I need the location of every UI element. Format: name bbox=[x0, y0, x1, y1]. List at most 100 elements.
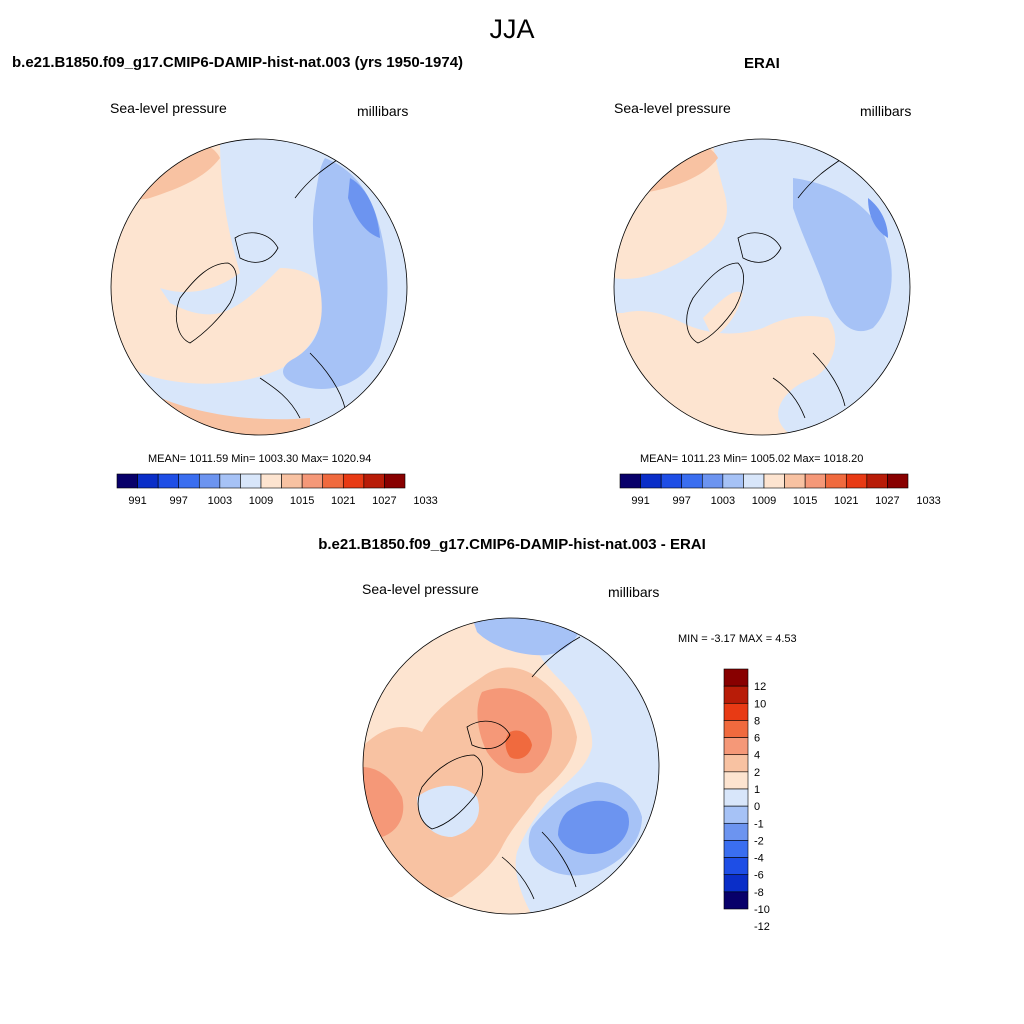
panel-3-negative-small bbox=[417, 785, 480, 837]
panel-1-colorbar-tick-label: 1033 bbox=[413, 495, 437, 507]
panel-3-colorbar-tick-label: 4 bbox=[754, 750, 760, 762]
panel-2-colorbar-swatch bbox=[660, 473, 683, 489]
panel-1-colorbar-swatch bbox=[384, 473, 406, 489]
panel-3-colorbar-swatch bbox=[723, 668, 749, 687]
panel-1-colorbar-swatch bbox=[301, 473, 324, 489]
panel-3-colorbar-swatch bbox=[723, 737, 749, 756]
panel-2-colorbar-swatch bbox=[640, 473, 662, 489]
panel-3-colorbar-tick-label: 8 bbox=[754, 715, 760, 727]
panel-2-colorbar-swatch bbox=[701, 473, 724, 489]
panel-2-colorbar-swatch bbox=[681, 473, 703, 489]
panel-2-high-pressure-ridge bbox=[703, 291, 743, 338]
panel-3-colorbar-tick-label: -2 bbox=[754, 835, 764, 847]
panel-3-colorbar-swatch bbox=[723, 788, 749, 807]
panel-3-colorbar-swatch bbox=[723, 857, 749, 876]
panel-3-units-label: millibars bbox=[608, 584, 660, 600]
panel-1-colorbar-swatch bbox=[363, 473, 385, 489]
panel-3-colorbar-tick-label: 6 bbox=[754, 733, 760, 745]
panel-3-colorbar-tick-label: -1 bbox=[754, 818, 764, 830]
panel-2-title: ERAI bbox=[744, 55, 780, 72]
panel-1-colorbar-tick-label: 1021 bbox=[331, 495, 355, 507]
page-title: JJA bbox=[489, 14, 535, 44]
panel-3-colorbar-tick-label: 2 bbox=[754, 767, 760, 779]
panel-1-colorbar-tick-label: 1003 bbox=[208, 495, 232, 507]
panel-1-colorbar-swatch bbox=[198, 473, 221, 489]
panel-1-colorbar-swatch bbox=[240, 473, 262, 489]
panel-1-colorbar-swatch bbox=[178, 473, 200, 489]
panel-3-colorbar-swatch bbox=[723, 771, 749, 790]
panel-1-colorbar-tick-label: 1027 bbox=[372, 495, 396, 507]
panel-1-colorbar-swatch bbox=[342, 473, 365, 489]
panel-2-colorbar-swatch bbox=[722, 473, 744, 489]
panel-2-colorbar-swatch bbox=[887, 473, 909, 489]
panel-3-colorbar-tick-label: 0 bbox=[754, 801, 760, 813]
panel-2-colorbar-swatch bbox=[619, 473, 641, 489]
panel-3-colorbar-tick-label: -10 bbox=[754, 904, 770, 916]
panel-1-units-label: millibars bbox=[357, 103, 409, 119]
panel-2-colorbar-tick-label: 1033 bbox=[916, 495, 940, 507]
panel-1-colorbar-swatch bbox=[322, 473, 344, 489]
panel-3-colorbar-swatch bbox=[723, 874, 749, 893]
panel-2-colorbar-swatch bbox=[763, 473, 785, 489]
panel-1-variable-label: Sea-level pressure bbox=[110, 100, 227, 116]
panel-1-colorbar: 991 997 1003 1009 1015 1021 1027 1033 bbox=[116, 473, 438, 507]
panel-1-map bbox=[110, 138, 408, 436]
panel-1-colorbar-tick-label: 997 bbox=[170, 495, 188, 507]
panel-1-colorbar-swatch bbox=[219, 473, 241, 489]
panel-3-colorbar-swatch bbox=[723, 891, 749, 910]
panel-3-colorbar-swatch bbox=[723, 840, 749, 858]
panel-3-positive-anomaly-core bbox=[505, 730, 532, 759]
panel-3-stats: MIN = -3.17 MAX = 4.53 bbox=[678, 633, 797, 645]
panel-3-colorbar-swatch bbox=[723, 720, 749, 738]
panel-2-colorbar: 991 997 1003 1009 1015 1021 1027 1033 bbox=[619, 473, 941, 507]
panel-1-colorbar-tick-label: 991 bbox=[128, 495, 146, 507]
panel-1-colorbar-swatch bbox=[260, 473, 282, 489]
panel-2-land-outline bbox=[686, 157, 846, 419]
panel-2-low-pressure-core bbox=[793, 178, 892, 332]
panel-1-colorbar-tick-label: 1015 bbox=[290, 495, 314, 507]
panel-3-colorbar-swatch bbox=[723, 702, 749, 721]
panel-2-units-label: millibars bbox=[860, 103, 912, 119]
panel-2-map bbox=[613, 138, 911, 436]
panel-1-colorbar-swatch bbox=[116, 473, 138, 489]
panel-2-variable-label: Sea-level pressure bbox=[614, 100, 731, 116]
panel-2-colorbar-tick-label: 991 bbox=[631, 495, 649, 507]
panel-2-colorbar-tick-label: 1027 bbox=[875, 495, 899, 507]
panel-3-colorbar-tick-label: -4 bbox=[754, 853, 764, 865]
panel-1-colorbar-tick-label: 1009 bbox=[249, 495, 273, 507]
panel-2-colorbar-tick-label: 1021 bbox=[834, 495, 858, 507]
panel-2-colorbar-swatch bbox=[743, 473, 765, 489]
panel-2-stats: MEAN= 1011.23 Min= 1005.02 Max= 1018.20 bbox=[640, 453, 864, 465]
panel-1-colorbar-swatch bbox=[157, 473, 180, 489]
panel-3-colorbar-tick-label: 12 bbox=[754, 681, 766, 693]
panel-1-colorbar-swatch bbox=[281, 473, 303, 489]
panel-3-colorbar-swatch bbox=[723, 754, 749, 773]
panel-3-colorbar-swatch bbox=[723, 805, 749, 824]
panel-1-land-outline bbox=[176, 157, 346, 419]
panel-3-colorbar-swatch bbox=[723, 685, 749, 704]
panel-3-colorbar-tick-label: 10 bbox=[754, 698, 766, 710]
panel-2-colorbar-tick-label: 1015 bbox=[793, 495, 817, 507]
panel-3-colorbar-swatch bbox=[723, 822, 749, 841]
panel-1-stats: MEAN= 1011.59 Min= 1003.30 Max= 1020.94 bbox=[148, 453, 372, 465]
panel-2-colorbar-swatch bbox=[845, 473, 868, 489]
panel-2-colorbar-swatch bbox=[866, 473, 888, 489]
panel-1-colorbar-swatch bbox=[137, 473, 159, 489]
panel-2-colorbar-tick-label: 997 bbox=[673, 495, 691, 507]
panel-1-deep-low bbox=[348, 178, 380, 238]
panel-2-colorbar-swatch bbox=[784, 473, 806, 489]
panel-3-colorbar-tick-label: -6 bbox=[754, 870, 764, 882]
panel-2-colorbar-tick-label: 1009 bbox=[752, 495, 776, 507]
panel-1-title: b.e21.B1850.f09_g17.CMIP6-DAMIP-hist-nat… bbox=[12, 54, 464, 71]
panel-2-colorbar-swatch bbox=[825, 473, 847, 489]
panel-3-colorbar-tick-label: 1 bbox=[754, 784, 760, 796]
panel-3-map bbox=[362, 617, 660, 915]
panel-2-colorbar-tick-label: 1003 bbox=[711, 495, 735, 507]
panel-3-title: b.e21.B1850.f09_g17.CMIP6-DAMIP-hist-nat… bbox=[318, 536, 706, 553]
panel-3-colorbar-tick-label: -12 bbox=[754, 921, 770, 933]
panel-3-positive-anomaly-strong bbox=[363, 688, 552, 842]
panel-3-land-outline bbox=[417, 636, 581, 900]
panel-3-variable-label: Sea-level pressure bbox=[362, 581, 479, 597]
panel-3-colorbar-tick-label: -8 bbox=[754, 887, 764, 899]
